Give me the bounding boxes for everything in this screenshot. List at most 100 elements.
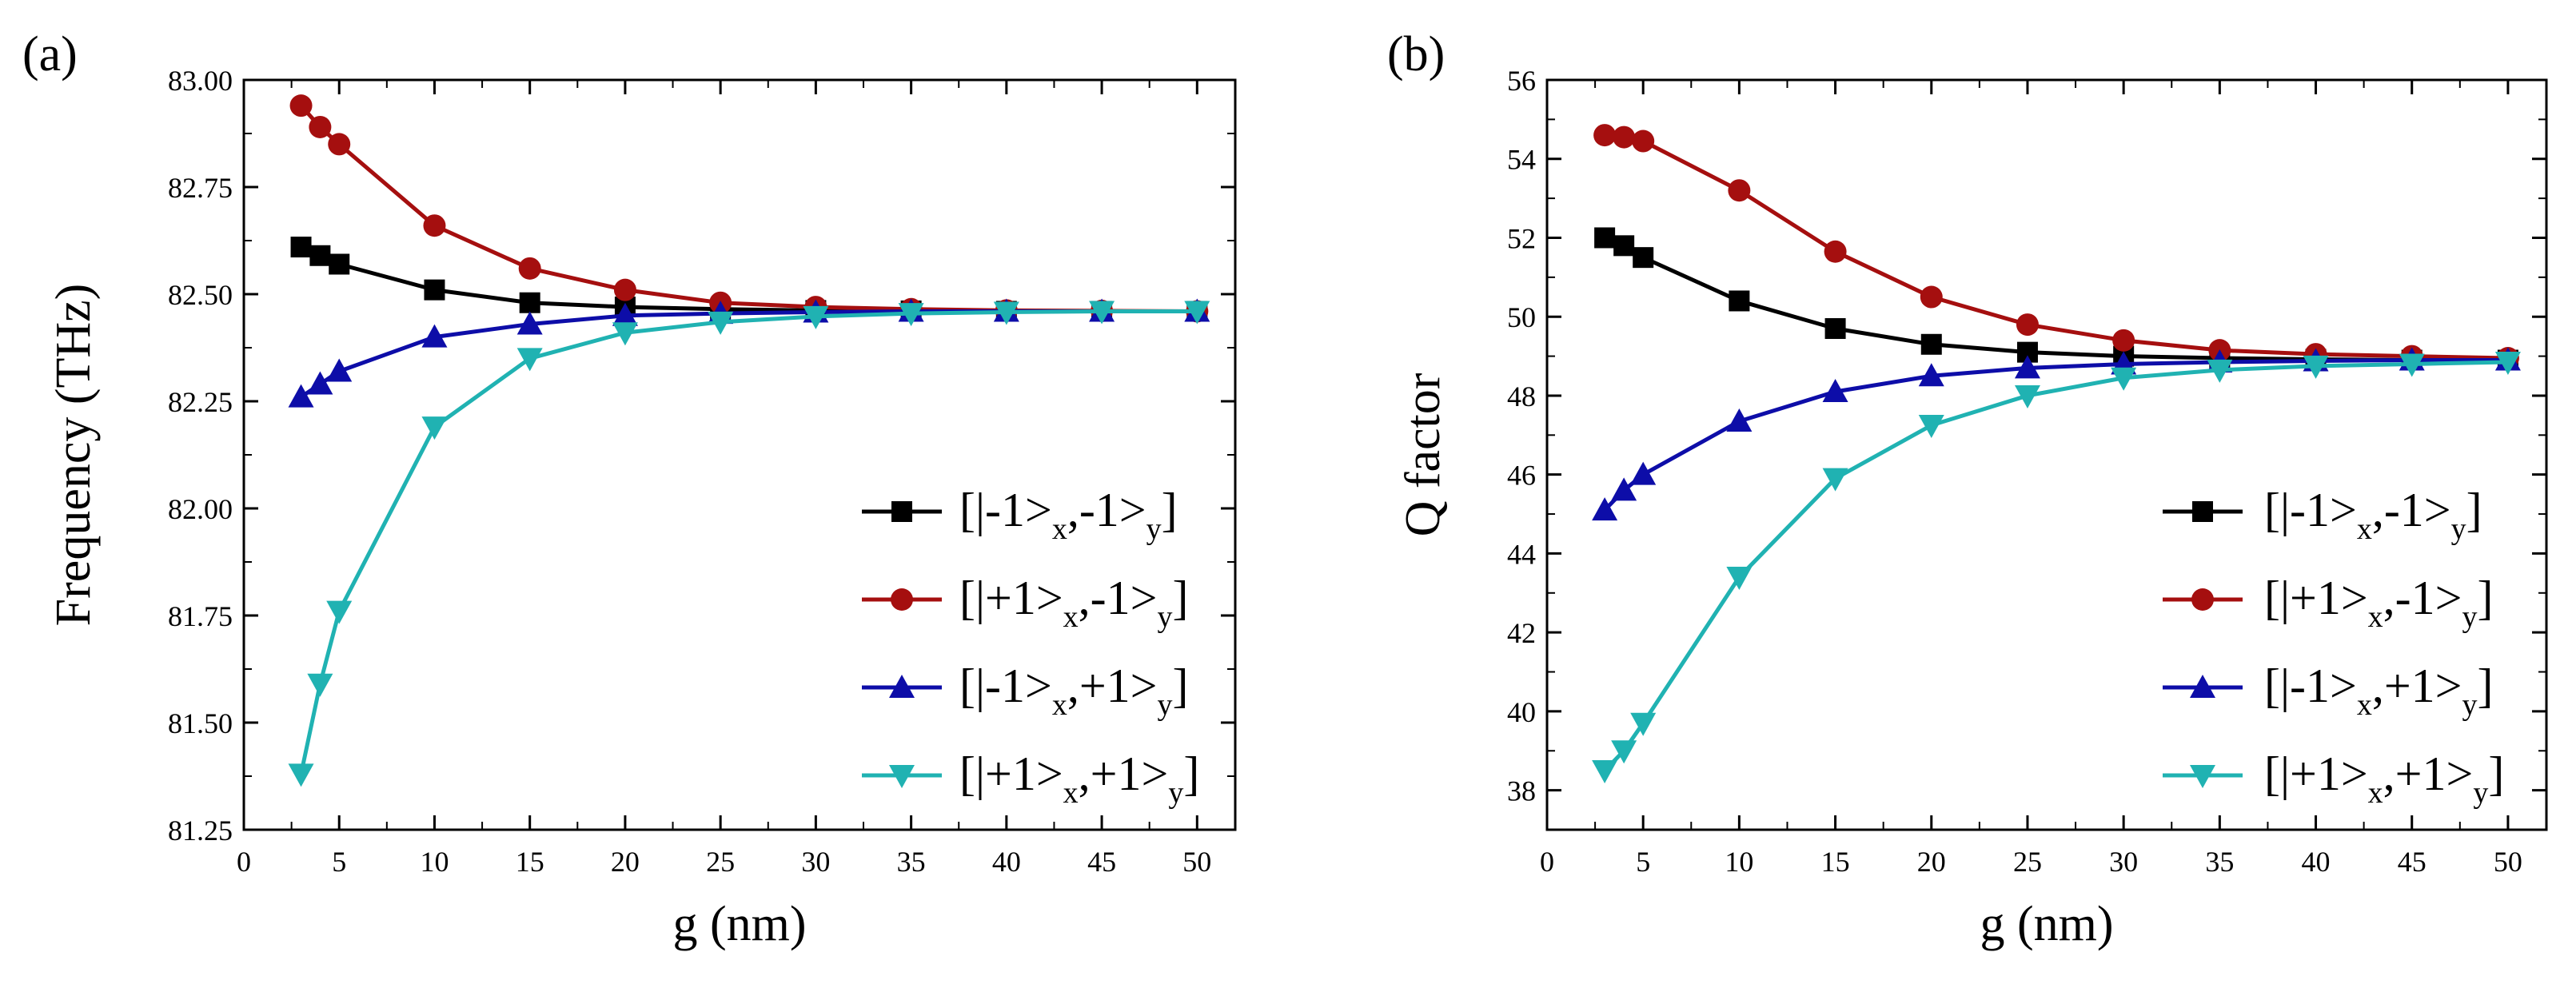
legend-marker: [889, 765, 915, 788]
y-tick-label: 81.75: [168, 600, 233, 632]
y-tick-label: 82.50: [168, 279, 233, 311]
legend-label: [|+1>x,+1>y]: [2264, 747, 2504, 810]
legend-label-part: x: [2368, 776, 2383, 810]
data-point: [708, 311, 734, 335]
legend-label-part: ,-1>: [2383, 572, 2462, 624]
legend-label-part: x: [1063, 776, 1079, 810]
x-tick-label: 45: [2398, 846, 2426, 878]
y-tick-label: 48: [1507, 380, 1536, 412]
x-axis-title: g (nm): [1980, 897, 2113, 951]
legend-label-part: x: [1052, 688, 1067, 722]
data-point: [1593, 124, 1617, 147]
x-tick-label: 20: [611, 846, 640, 878]
y-tick-label: 81.25: [168, 815, 233, 847]
legend-label-part: [|-1>: [2264, 659, 2357, 712]
series-line: [300, 309, 1198, 399]
data-point: [288, 384, 314, 408]
data-point: [329, 253, 350, 275]
data-point: [1728, 179, 1751, 202]
data-point: [516, 348, 543, 372]
y-tick-label: 44: [1507, 538, 1536, 570]
x-tick-label: 50: [2494, 846, 2522, 878]
y-tick-label: 40: [1507, 696, 1536, 728]
data-point: [1632, 129, 1655, 153]
series-0: [1594, 227, 2518, 371]
legend-label-part: ]: [2488, 747, 2504, 800]
panel-b: (b) 0 5 10 15 20 25 30 35 40 45 50 38 40 42 44 46 48 50 52 5…: [1387, 27, 2548, 951]
y-tick-label: 82.75: [168, 172, 233, 204]
y-tick-label: 56: [1507, 65, 1536, 97]
legend-item: [|+1>x,+1>y]: [862, 747, 1199, 810]
legend-label-part: ]: [1162, 484, 1178, 536]
legend-label-part: y: [1158, 600, 1173, 634]
y-tick-label: 54: [1507, 144, 1536, 176]
data-point: [424, 279, 445, 301]
legend-label-part: ]: [2478, 659, 2494, 712]
panel-a: (a) 0 5 10 15 20 25 30 35 40 45 50 81.25 81.50 81.75 82…: [22, 27, 1237, 951]
data-point: [289, 94, 313, 118]
y-axis-title: Q factor: [1396, 372, 1450, 536]
legend-item: [|-1>x,-1>y]: [862, 484, 1178, 546]
legend-label-part: [|+1>: [959, 747, 1063, 800]
x-tick-label: 5: [1636, 846, 1650, 878]
legend-label: [|+1>x,+1>y]: [959, 747, 1199, 810]
y-tick-label: 42: [1507, 617, 1536, 649]
x-tick-label: 15: [516, 846, 544, 878]
data-point: [1594, 227, 1616, 249]
legend-marker: [2190, 675, 2215, 698]
data-point: [307, 673, 333, 697]
data-point: [1726, 408, 1753, 432]
x-tick-label: 30: [801, 846, 830, 878]
series-2: [288, 298, 1210, 408]
legend-label-part: ,+1>: [1079, 747, 1169, 800]
data-point: [1592, 759, 1618, 783]
legend-label-part: y: [2462, 688, 2478, 722]
data-point: [1633, 247, 1654, 269]
data-point: [519, 292, 540, 313]
legend-label-part: ,+1>: [1067, 659, 1158, 712]
x-tick-label: 25: [2013, 846, 2042, 878]
legend-label-part: y: [1146, 512, 1162, 546]
series-1: [1593, 124, 2519, 370]
data-point: [1630, 712, 1657, 736]
data-point: [423, 214, 446, 237]
series-3: [288, 301, 1210, 787]
data-point: [803, 305, 829, 329]
legend-label-part: ]: [1173, 572, 1189, 624]
legend: [|-1>x,-1>y][|+1>x,-1>y][|-1>x,+1>y][|+1…: [2163, 484, 2504, 810]
x-tick-label: 10: [420, 846, 449, 878]
legend-label-part: [|-1>: [959, 659, 1052, 712]
legend-label-part: [|+1>: [2264, 747, 2368, 800]
data-point: [2014, 384, 2040, 408]
data-point: [1613, 235, 1635, 257]
legend-label-part: x: [2357, 688, 2372, 722]
legend-label-part: ,-1>: [1079, 572, 1158, 624]
data-point: [1920, 285, 1943, 309]
legend-label-part: y: [2462, 600, 2478, 634]
legend-label-part: y: [2451, 512, 2466, 546]
x-tick-label: 40: [2302, 846, 2331, 878]
legend-marker: [2191, 588, 2214, 611]
legend-label-part: [|+1>: [959, 572, 1063, 624]
y-tick-label: 81.50: [168, 707, 233, 739]
legend-label-part: y: [1168, 776, 1183, 810]
data-point: [1726, 567, 1753, 591]
data-point: [2303, 355, 2329, 379]
data-point: [898, 303, 924, 327]
data-point: [612, 302, 638, 326]
series-3: [1592, 351, 2521, 783]
x-tick-label: 5: [332, 846, 346, 878]
legend-label-part: x: [2368, 600, 2383, 634]
x-tick-label: 35: [897, 846, 926, 878]
legend-label: [|+1>x,-1>y]: [2264, 572, 2493, 634]
legend: [|-1>x,-1>y][|+1>x,-1>y][|-1>x,+1>y][|+1…: [862, 484, 1199, 810]
data-point: [1630, 461, 1657, 485]
y-tick-label: 83.00: [168, 65, 233, 97]
x-tick-label: 20: [1917, 846, 1946, 878]
data-point: [1824, 318, 1846, 340]
data-point: [2207, 359, 2233, 383]
legend-marker: [889, 675, 915, 698]
legend-label: [|-1>x,-1>y]: [2264, 484, 2482, 546]
legend-marker: [891, 501, 912, 522]
data-point: [309, 245, 331, 266]
